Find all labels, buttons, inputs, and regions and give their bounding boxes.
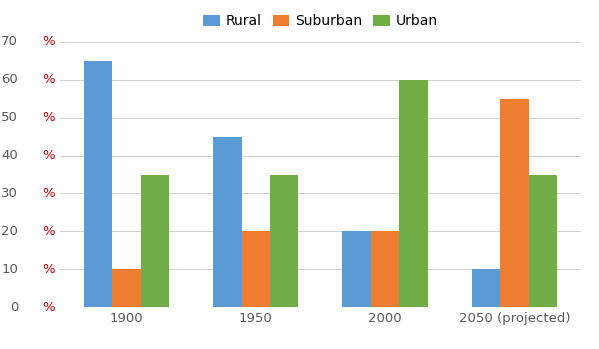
Text: 0: 0 (10, 300, 18, 314)
Bar (472, 269, 500, 307)
Bar (270, 174, 298, 307)
Text: %: % (42, 225, 55, 238)
Bar (141, 174, 169, 307)
Bar (241, 231, 270, 307)
Text: %: % (42, 73, 55, 86)
Text: 70: 70 (1, 35, 18, 49)
Bar (213, 136, 241, 307)
Text: 50: 50 (1, 111, 18, 124)
Text: 20: 20 (1, 225, 18, 238)
Bar (400, 80, 428, 307)
Bar (84, 61, 112, 307)
Text: 30: 30 (1, 187, 18, 200)
Bar (529, 174, 557, 307)
Text: %: % (42, 187, 55, 200)
Text: 40: 40 (1, 149, 18, 162)
Text: %: % (42, 35, 55, 49)
Text: 60: 60 (1, 73, 18, 86)
Bar (343, 231, 371, 307)
Text: %: % (42, 300, 55, 314)
Bar (371, 231, 400, 307)
Bar (500, 99, 529, 307)
Text: %: % (42, 149, 55, 162)
Text: %: % (42, 263, 55, 276)
Bar (112, 269, 141, 307)
Text: 10: 10 (1, 263, 18, 276)
Legend: Rural, Suburban, Urban: Rural, Suburban, Urban (204, 14, 437, 28)
Text: %: % (42, 111, 55, 124)
